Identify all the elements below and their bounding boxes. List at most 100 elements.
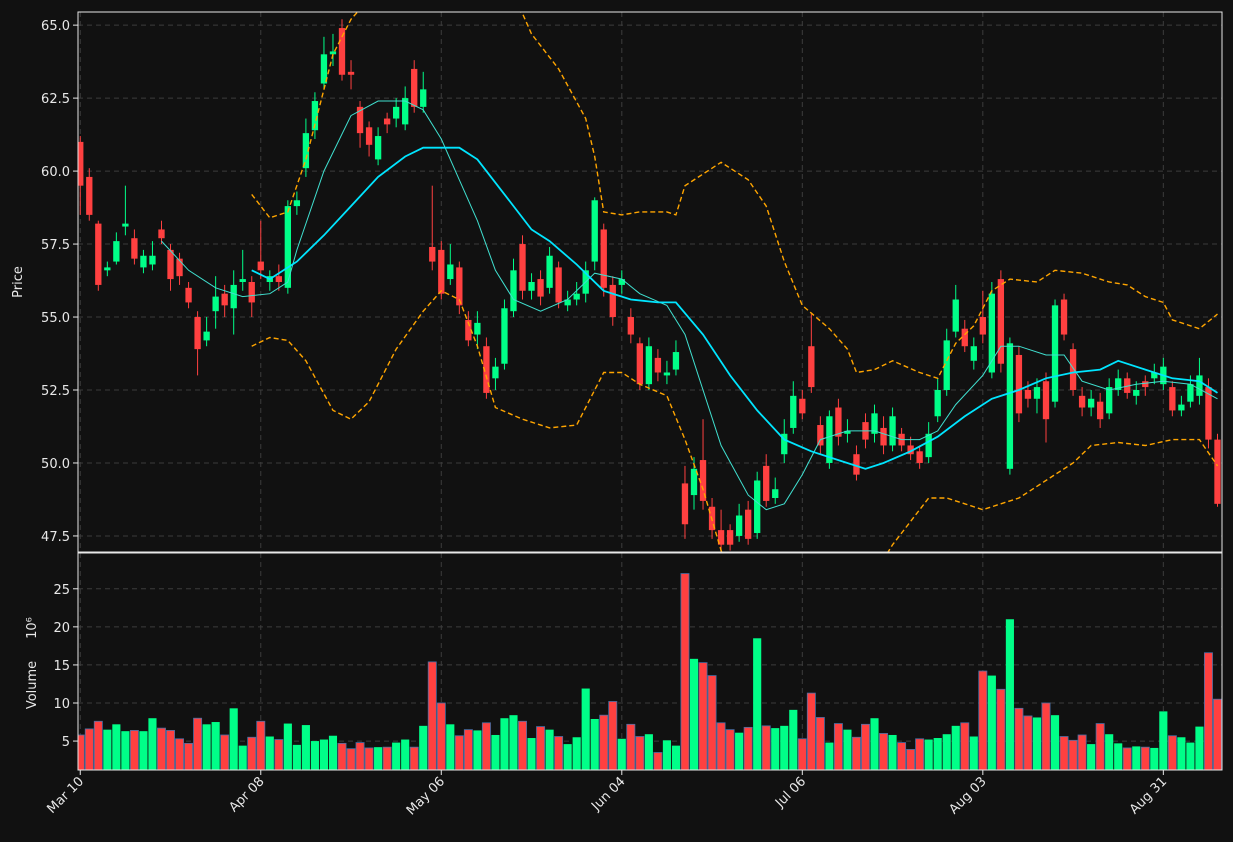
volume-bar: [202, 724, 211, 770]
candle-body: [347, 71, 355, 75]
volume-bar: [500, 718, 509, 770]
volume-bar: [707, 675, 717, 770]
candle-body: [654, 357, 662, 373]
volume-bar: [473, 730, 482, 770]
candle-body: [636, 343, 644, 385]
volume-bar: [274, 739, 284, 770]
candle-body: [86, 176, 93, 215]
volume-bar: [1213, 698, 1222, 770]
volume-bar: [942, 734, 951, 770]
candle-body: [420, 89, 427, 107]
volume-bar: [771, 728, 780, 770]
candle-body: [1178, 404, 1185, 411]
candle-body: [1196, 375, 1203, 396]
volume-bar: [789, 709, 798, 770]
candle-body: [203, 331, 210, 341]
candle-body: [1033, 387, 1041, 399]
candle-body: [149, 255, 156, 265]
volume-bar: [148, 718, 157, 770]
volume-bar: [843, 729, 852, 770]
volume-bar: [852, 736, 861, 770]
candle-body: [699, 460, 707, 501]
volume-bar: [1204, 652, 1213, 770]
volume-bar: [635, 736, 645, 770]
volume-bar: [1068, 739, 1078, 770]
indicator-line: [161, 100, 1218, 511]
volume-bar: [491, 734, 500, 770]
volume-bar: [716, 722, 726, 770]
candle-body: [889, 416, 896, 446]
volume-bar: [1195, 726, 1204, 770]
candle-body: [104, 267, 111, 271]
y-tick-label: 60.0: [41, 165, 70, 180]
volume-bar: [987, 675, 996, 770]
volume-bar: [112, 724, 121, 770]
volume-bar: [409, 746, 419, 770]
candle-body: [528, 282, 535, 291]
volume-bar: [301, 725, 310, 770]
candle-body: [302, 133, 310, 169]
indicator-line: [251, 146, 1218, 470]
volume-bar: [78, 734, 85, 770]
y-tick-label: 52.5: [41, 384, 70, 399]
candle-body: [492, 366, 499, 379]
volume-bar: [527, 738, 536, 770]
candle-body: [456, 267, 463, 306]
volume-bar: [392, 742, 401, 770]
volume-axis-label: Volume: [25, 661, 40, 709]
volume-bar: [509, 715, 518, 770]
candle-body: [140, 255, 147, 268]
volume-bar: [797, 738, 807, 770]
candle-body: [1069, 349, 1077, 390]
volume-bar: [554, 736, 564, 770]
volume-bar: [599, 714, 609, 770]
volume-offset-label: 10⁶: [25, 617, 40, 639]
candle-body: [356, 106, 364, 134]
candle-body: [1169, 387, 1176, 411]
candle-body: [546, 255, 553, 288]
candle-body: [1006, 343, 1014, 469]
y-tick-label: 47.5: [41, 530, 70, 545]
volume-bar: [1186, 742, 1195, 770]
volume-bar: [419, 725, 428, 770]
volume-bar: [1132, 746, 1141, 770]
candle-body: [790, 395, 797, 428]
candle-body: [1087, 398, 1095, 408]
volume-bar: [1114, 743, 1123, 770]
volume-bar: [951, 725, 960, 770]
volume-bar: [382, 746, 392, 770]
volume-bar: [761, 725, 771, 770]
candle-body: [194, 317, 201, 350]
y-tick-label: 55.0: [41, 311, 70, 326]
volume-bar: [1122, 747, 1132, 770]
volume-bar: [924, 739, 933, 770]
volume-bar: [608, 701, 618, 770]
candle-body: [1151, 372, 1158, 379]
y-tick-label: 65.0: [41, 19, 70, 34]
volume-bar: [310, 741, 319, 770]
candle-body: [600, 229, 607, 288]
volume-bar: [337, 742, 347, 770]
volume-bar: [229, 708, 238, 770]
candle-body: [645, 346, 653, 385]
candle-body: [465, 319, 472, 341]
volume-bar: [735, 732, 744, 770]
volume-bar: [1041, 702, 1051, 770]
candle-body: [510, 270, 517, 312]
candle-body: [618, 279, 625, 285]
volume-bar: [129, 730, 139, 770]
volume-bar: [427, 661, 437, 770]
indicator-line: [251, 289, 1219, 552]
candle-body: [501, 308, 508, 364]
volume-bar: [689, 658, 699, 770]
candle-body: [1015, 354, 1023, 414]
candle-body: [447, 264, 454, 280]
volume-bar: [960, 722, 970, 770]
volume-bar: [292, 744, 301, 770]
candle-body: [230, 284, 237, 309]
candle-body: [248, 282, 255, 303]
candle-body: [221, 293, 228, 306]
candle-body: [383, 118, 391, 125]
volume-bar: [346, 748, 356, 770]
